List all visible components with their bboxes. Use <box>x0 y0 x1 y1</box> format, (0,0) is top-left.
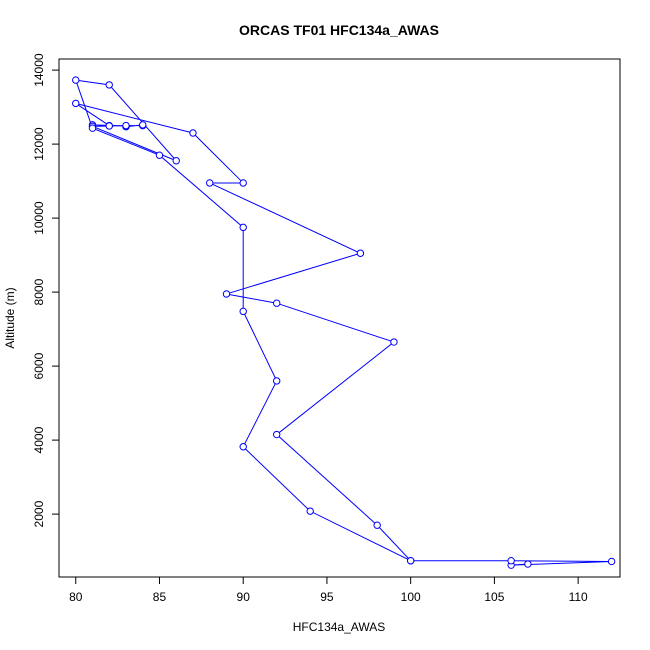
data-point <box>88 124 97 132</box>
data-point <box>239 223 247 232</box>
y-tick-label: 12000 <box>32 127 46 161</box>
data-point <box>206 179 214 187</box>
data-point <box>373 521 381 529</box>
data-point <box>222 290 231 298</box>
data-point <box>105 122 113 130</box>
plot-frame <box>58 58 621 578</box>
data-point <box>72 99 80 108</box>
series-line <box>75 79 612 566</box>
y-tick-label: 4000 <box>32 426 46 453</box>
y-tick-label: 14000 <box>32 53 46 87</box>
x-tick-label: 105 <box>484 590 504 604</box>
data-point <box>390 338 398 346</box>
x-tick-label: 95 <box>320 590 334 604</box>
data-point <box>524 560 532 568</box>
series-layer <box>72 76 616 569</box>
data-point <box>239 443 247 451</box>
x-tick-label: 110 <box>569 590 588 604</box>
data-point <box>273 299 281 307</box>
y-tick-label: 6000 <box>32 352 46 379</box>
y-tick-label: 2000 <box>32 500 46 527</box>
y-tick-label: 8000 <box>32 278 46 305</box>
y-axis: 2000 4000 6000 8000 10000 12000 14000 <box>32 53 60 527</box>
data-point <box>273 430 281 439</box>
x-tick-label: 80 <box>69 590 83 604</box>
x-axis: 80 85 90 95 100 105 110 <box>69 576 588 604</box>
data-point <box>507 557 515 565</box>
data-point <box>189 129 197 137</box>
data-point <box>72 76 80 84</box>
y-axis-label: Altitude (m) <box>3 287 17 348</box>
x-tick-label: 85 <box>153 590 167 604</box>
data-point <box>155 151 164 159</box>
data-point <box>273 377 281 385</box>
data-point <box>172 157 180 165</box>
data-point <box>607 557 616 566</box>
data-point <box>306 507 314 515</box>
x-tick-label: 90 <box>237 590 251 604</box>
data-point <box>406 557 415 565</box>
data-point <box>105 81 113 89</box>
x-axis-label: HFC134a_AWAS <box>293 620 385 634</box>
data-point <box>139 121 147 129</box>
x-tick-label: 100 <box>401 590 421 604</box>
data-point <box>122 121 130 130</box>
data-point <box>356 249 365 257</box>
y-tick-label: 10000 <box>32 201 46 235</box>
data-point <box>239 179 247 187</box>
chart-title: ORCAS TF01 HFC134a_AWAS <box>239 22 439 38</box>
data-point <box>239 307 247 316</box>
